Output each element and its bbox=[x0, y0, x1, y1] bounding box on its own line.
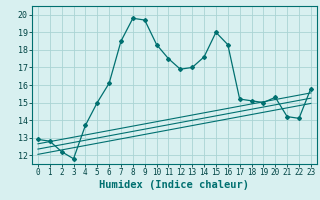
X-axis label: Humidex (Indice chaleur): Humidex (Indice chaleur) bbox=[100, 180, 249, 190]
